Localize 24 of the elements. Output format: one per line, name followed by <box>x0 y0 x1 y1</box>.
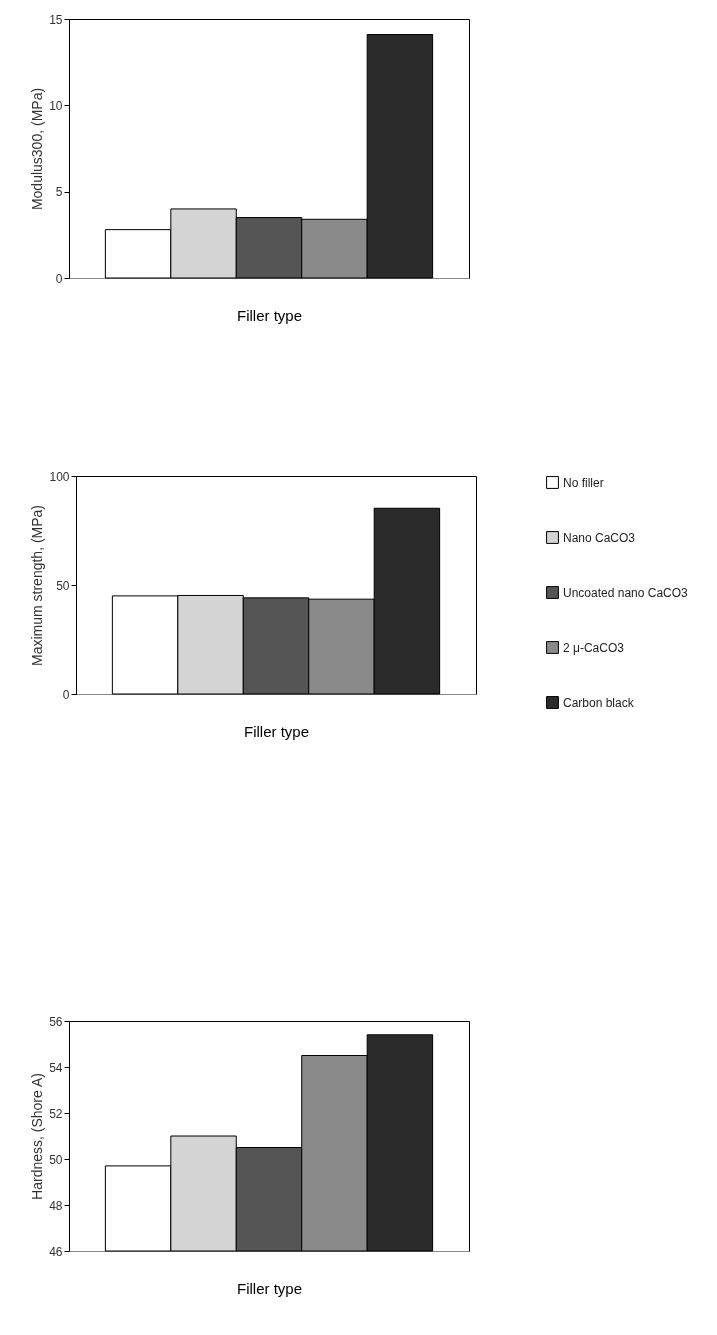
y-axis-title: Hardness, (Shore A) <box>29 1073 46 1200</box>
y-tick-label: 15 <box>49 12 63 27</box>
legend-label: 2 μ-CaCO3 <box>563 640 625 655</box>
y-tick-label: 50 <box>49 1152 63 1167</box>
y-tick-label: 48 <box>49 1198 63 1213</box>
y-tick-label: 0 <box>55 271 63 286</box>
y-tick-label: 0 <box>62 687 70 702</box>
x-axis-title: Filler type <box>243 722 310 740</box>
y-axis-title: Maximum strength, (MPa) <box>29 504 46 667</box>
y-axis-title: Modulus300, (MPa) <box>29 87 46 211</box>
x-axis-title: Filler type <box>236 306 303 324</box>
y-tick-label: 54 <box>49 1060 63 1075</box>
legend-label: Carbon black <box>563 695 635 710</box>
legend-label: No filler <box>563 475 604 490</box>
y-tick-label: 5 <box>55 185 63 200</box>
y-tick-label: 46 <box>49 1244 63 1259</box>
x-axis-title: Filler type <box>236 1279 303 1297</box>
y-tick-label: 10 <box>49 98 63 113</box>
legend-label: Uncoated nano CaCO3 <box>563 585 689 600</box>
y-tick-label: 52 <box>49 1106 63 1121</box>
legend-label: Nano CaCO3 <box>563 530 636 545</box>
y-tick-label: 100 <box>49 469 70 484</box>
y-tick-label: 56 <box>49 1014 63 1029</box>
y-tick-label: 50 <box>56 578 70 593</box>
